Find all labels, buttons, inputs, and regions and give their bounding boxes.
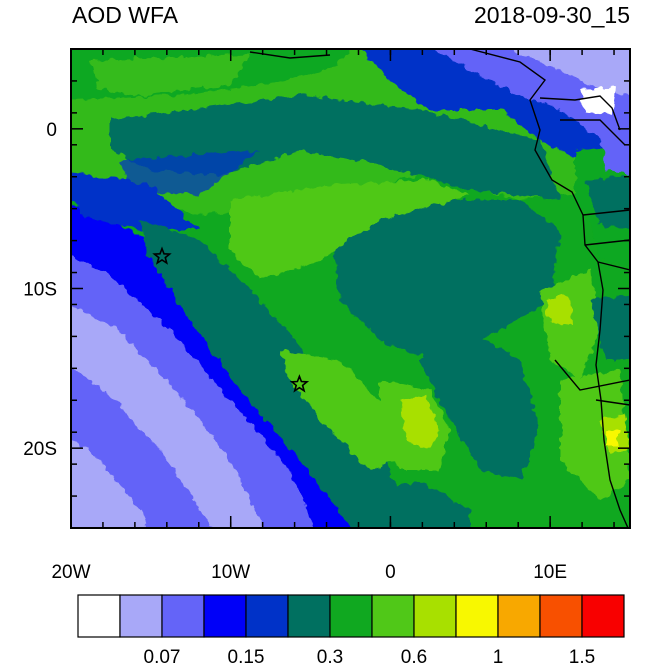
colorbar-label: 0.3 bbox=[317, 647, 343, 667]
colorbar-swatch bbox=[287, 594, 331, 638]
colorbar-swatch bbox=[329, 594, 373, 638]
colorbar-swatch bbox=[245, 594, 289, 638]
station-markers bbox=[152, 246, 310, 393]
colorbar-label: 0.07 bbox=[144, 647, 181, 667]
axis-tick-labels: 20W 10W 0 10E 0 10S 20S bbox=[23, 120, 567, 583]
colorbar-labels: 0.07 0.15 0.3 0.6 1 1.5 bbox=[144, 647, 596, 667]
star-marker bbox=[289, 374, 310, 393]
y-tick-label: 10S bbox=[23, 280, 57, 301]
colorbar-swatch bbox=[581, 594, 625, 638]
x-tick-label: 10W bbox=[211, 562, 250, 583]
aod-field bbox=[71, 49, 630, 528]
colorbar-swatch bbox=[161, 594, 205, 638]
colorbar-swatch bbox=[413, 594, 457, 638]
x-tick-label: 10E bbox=[533, 562, 567, 583]
star-marker bbox=[152, 246, 172, 265]
colorbar-label: 0.6 bbox=[401, 647, 427, 667]
x-tick-label: 0 bbox=[385, 562, 396, 583]
axis-ticks bbox=[70, 48, 630, 529]
x-tick-label: 20W bbox=[51, 562, 90, 583]
y-tick-label: 0 bbox=[46, 120, 57, 141]
colorbar-label: 1 bbox=[493, 647, 504, 667]
colorbar-label: 1.5 bbox=[569, 647, 595, 667]
colorbar-swatch bbox=[77, 594, 121, 638]
colorbar-swatch bbox=[119, 594, 163, 638]
colorbar-swatch bbox=[497, 594, 541, 638]
colorbar bbox=[77, 594, 625, 638]
colorbar-swatch bbox=[539, 594, 583, 638]
colorbar-swatch bbox=[371, 594, 415, 638]
colorbar-swatch bbox=[455, 594, 499, 638]
colorbar-label: 0.15 bbox=[228, 647, 265, 667]
map-title: AOD WFA bbox=[72, 2, 179, 28]
y-tick-label: 20S bbox=[23, 439, 57, 460]
map-timestamp: 2018-09-30_15 bbox=[473, 2, 630, 28]
colorbar-swatch bbox=[203, 594, 247, 638]
